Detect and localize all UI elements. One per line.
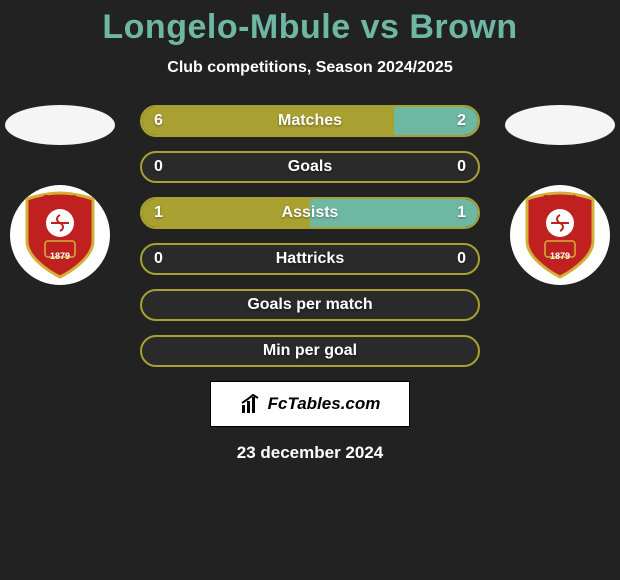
player-right-club-badge: TOWN FC 1879 [510, 185, 610, 285]
stat-label: Matches [142, 112, 478, 130]
stat-value-right: 0 [457, 158, 466, 176]
player-left-column: TOWN FC 1879 [0, 105, 120, 285]
player-left-club-name: TOWN FC [21, 195, 99, 202]
stat-value-right: 2 [457, 112, 466, 130]
stat-label: Hattricks [142, 250, 478, 268]
player-right-club-year: 1879 [521, 251, 599, 261]
page-subtitle: Club competitions, Season 2024/2025 [0, 59, 620, 77]
stat-bars: Matches62Goals00Assists11Hattricks00Goal… [140, 105, 480, 367]
player-right-club-name: TOWN FC [521, 195, 599, 202]
player-right-avatar [505, 105, 615, 145]
stat-label: Assists [142, 204, 478, 222]
stat-value-right: 0 [457, 250, 466, 268]
page-title: Longelo-Mbule vs Brown [0, 0, 620, 47]
stat-value-left: 0 [154, 158, 163, 176]
shield-icon [21, 191, 99, 279]
date-label: 23 december 2024 [0, 443, 620, 463]
player-left-avatar [5, 105, 115, 145]
brand-text: FcTables.com [268, 394, 381, 414]
player-left-club-year: 1879 [21, 251, 99, 261]
stat-label: Min per goal [142, 342, 478, 360]
stat-bar: Hattricks0 0 [140, 243, 480, 275]
player-right-column: TOWN FC 1879 [500, 105, 620, 285]
brand-badge: FcTables.com [210, 381, 410, 427]
stat-bar: Matches6 2 [140, 105, 480, 137]
stat-value-left: 6 [154, 112, 163, 130]
stat-bar: Min per goal [140, 335, 480, 367]
stat-bar: Goals0 0 [140, 151, 480, 183]
stat-label: Goals [142, 158, 478, 176]
stat-value-left: 1 [154, 204, 163, 222]
chart-icon [240, 393, 262, 415]
shield-icon [521, 191, 599, 279]
stat-bar: Goals per match [140, 289, 480, 321]
comparison-panel: TOWN FC 1879 TOWN FC 1879 Matches6 2 Goals… [0, 105, 620, 367]
stat-label: Goals per match [142, 296, 478, 314]
stat-value-left: 0 [154, 250, 163, 268]
stat-value-right: 1 [457, 204, 466, 222]
stat-bar: Assists1 1 [140, 197, 480, 229]
player-left-club-badge: TOWN FC 1879 [10, 185, 110, 285]
